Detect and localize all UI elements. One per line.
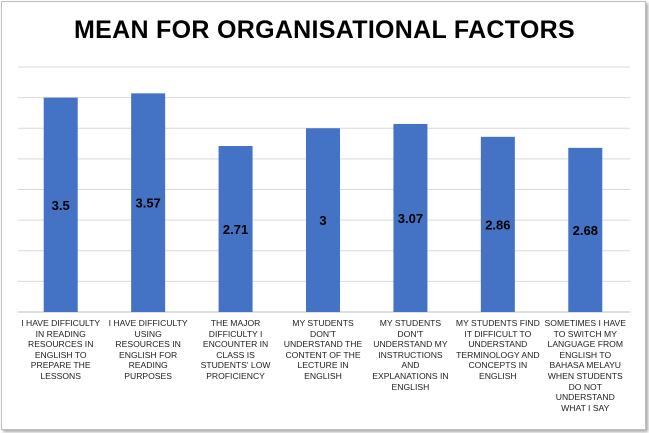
data-label: 3.5 <box>52 198 70 213</box>
chart-title: MEAN FOR ORGANISATIONAL FACTORS <box>74 16 575 44</box>
category-label: I HAVE DIFFICULTY IN READING RESOURCES I… <box>21 318 101 381</box>
category-label: MY STUDENTS FIND IT DIFFICULT TO UNDERST… <box>455 318 540 381</box>
data-label: 2.71 <box>223 222 248 237</box>
category-label: I HAVE DIFFICULTY USING RESOURCES IN ENG… <box>108 318 188 381</box>
bar <box>131 93 166 313</box>
bar <box>306 128 340 312</box>
data-label: 2.68 <box>573 223 598 238</box>
data-label: 3.07 <box>398 211 423 226</box>
bar <box>568 147 603 312</box>
data-labels: 3.5 3.57 2.71 3 3.07 2.86 2.68 <box>52 196 598 238</box>
data-label: 3.57 <box>135 196 160 211</box>
category-label: SOMETIMES I HAVE TO SWITCH MY LANGUAGE F… <box>544 318 627 413</box>
data-label: 3 <box>319 213 326 228</box>
category-label: MY STUDENTS DON'T UNDERSTAND MY INSTRUCT… <box>372 318 449 392</box>
bar <box>480 136 515 312</box>
bars <box>43 93 603 313</box>
category-label: THE MAJOR DIFFICULTY I ENCOUNTER IN CLAS… <box>200 318 271 381</box>
bar <box>218 146 253 312</box>
data-label: 2.86 <box>485 217 510 232</box>
bar <box>43 97 78 312</box>
category-label: MY STUDENTS DON'T UNDERSTAND THE CONTENT… <box>283 318 363 381</box>
bar <box>393 123 428 313</box>
